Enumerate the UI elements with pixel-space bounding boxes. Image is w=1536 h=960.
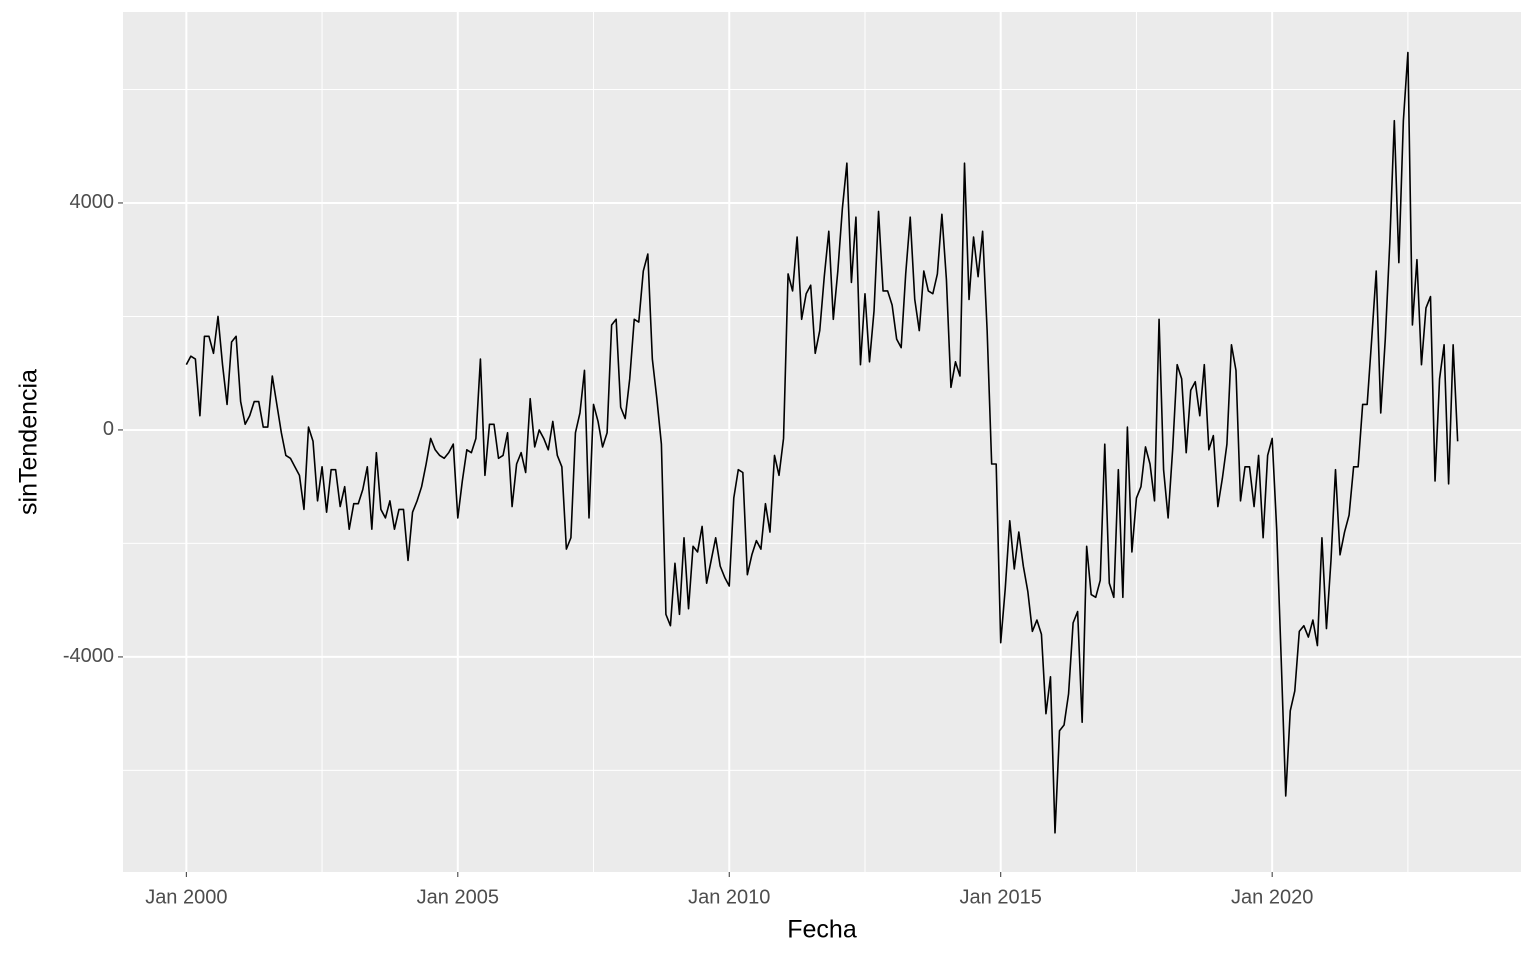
marks (185, 51, 1459, 834)
y-tick-label: -4000 (63, 645, 114, 667)
x-tick-label: Jan 2020 (1231, 886, 1313, 908)
y-tick-label: 0 (103, 418, 114, 440)
panel (123, 12, 1521, 872)
y-tick-label: 4000 (70, 191, 115, 213)
y-axis-title: sinTendencia (15, 369, 43, 515)
x-tick-label: Jan 2005 (417, 886, 499, 908)
x-tick-label: Jan 2015 (960, 886, 1042, 908)
x-axis-title: Fecha (787, 916, 857, 944)
x-tick-label: Jan 2000 (145, 886, 227, 908)
x-tick-label: Jan 2010 (688, 886, 770, 908)
data-line (185, 51, 1459, 834)
